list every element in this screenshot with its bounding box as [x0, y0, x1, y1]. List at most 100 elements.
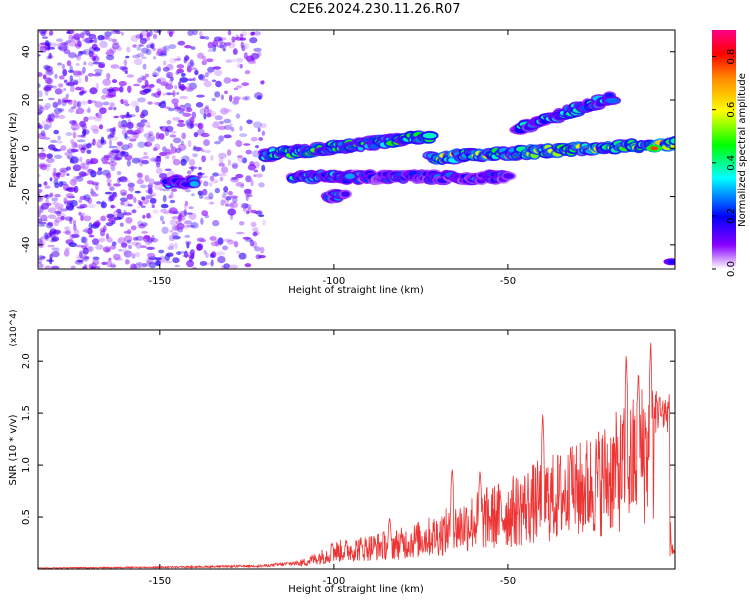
heatmap-cell [143, 132, 152, 138]
heatmap-cell [196, 243, 204, 251]
heatmap-cell [201, 132, 210, 138]
heatmap-cell [163, 260, 173, 264]
heatmap-cell [201, 60, 207, 66]
heatmap-cell [56, 141, 63, 144]
heatmap-cell [68, 108, 75, 113]
heatmap-feature-0 [38, 30, 267, 269]
heatmap-cell [106, 54, 115, 61]
heatmap-cell [227, 239, 235, 245]
heatmap-cell [72, 164, 82, 172]
heatmap-cell [214, 187, 220, 194]
heatmap-cell [82, 123, 87, 128]
heatmap-cell [73, 185, 79, 193]
heatmap-cell [130, 35, 139, 42]
heatmap-cell [167, 246, 174, 250]
heatmap-cell [210, 155, 214, 161]
heatmap-cell [186, 107, 193, 113]
heatmap-cell [129, 114, 136, 118]
heatmap-cell [245, 175, 252, 183]
heatmap-cell [127, 203, 133, 207]
heatmap-feature-5 [285, 169, 359, 185]
heatmap-cell [87, 99, 93, 105]
heatmap-cell [58, 75, 65, 80]
heatmap-cell [77, 40, 82, 48]
heatmap-cell [186, 242, 190, 249]
heatmap-cell [344, 173, 355, 179]
heatmap-cell [151, 157, 158, 162]
heatmap-cell [44, 265, 52, 269]
heatmap-cell [140, 245, 147, 249]
heatmap-cell [38, 197, 43, 200]
heatmap-cell [114, 157, 122, 160]
heatmap-cell [222, 245, 229, 251]
heatmap-cell [177, 40, 186, 46]
heatmap-cell [38, 196, 43, 203]
heatmap-cell [79, 251, 83, 259]
heatmap-cell [40, 214, 48, 221]
heatmap-cell [230, 177, 239, 183]
heatmap-cell [126, 193, 134, 200]
heatmap-cell [185, 86, 194, 91]
heatmap-cell [255, 173, 263, 178]
heatmap-cell [174, 226, 181, 231]
heatmap-feature-3 [422, 135, 675, 166]
heatmap-cell [92, 56, 96, 61]
heatmap-cell [52, 112, 59, 119]
heatmap-cell [234, 36, 244, 41]
heatmap-cell [69, 233, 75, 240]
heatmap-cell [233, 97, 240, 104]
heatmap-cell [108, 152, 115, 157]
heatmap-cell [175, 147, 182, 154]
heatmap-cell [238, 221, 245, 226]
heatmap-cell [241, 203, 249, 209]
heatmap-cell [187, 140, 192, 147]
heatmap-cell [190, 46, 196, 50]
heatmap-cell [252, 231, 258, 237]
heatmap-cell [214, 115, 223, 121]
heatmap-cell [236, 57, 244, 63]
heatmap-cell [96, 201, 102, 205]
heatmap-cell [167, 73, 171, 79]
heatmap-cell [120, 151, 129, 157]
heatmap-cell [97, 34, 105, 41]
heatmap-cell [90, 193, 99, 197]
heatmap-cell [184, 202, 188, 210]
heatmap-y-ticks: -40 -20 0 20 40 [21, 45, 675, 253]
heatmap-cell [63, 79, 68, 84]
heatmap-cell [192, 153, 199, 158]
heatmap-cell [211, 122, 219, 129]
heatmap-cell [235, 182, 245, 187]
heatmap-cell [163, 211, 169, 215]
heatmap-frame [37, 29, 676, 270]
heatmap-cell [177, 143, 187, 151]
heatmap-cell [70, 148, 79, 153]
heatmap-cell [120, 98, 124, 105]
heatmap-cell [137, 141, 146, 148]
heatmap-cell [106, 88, 116, 92]
heatmap-cell [129, 185, 134, 193]
heatmap-cell [45, 77, 52, 85]
heatmap-cell [79, 203, 88, 209]
heatmap-cell [258, 214, 265, 217]
heatmap-cell [178, 111, 185, 114]
heatmap-cell [68, 242, 77, 248]
heatmap-cell [71, 234, 80, 238]
heatmap-cell [253, 169, 259, 173]
heatmap-cell [155, 257, 162, 261]
heatmap-cell [42, 74, 47, 80]
heatmap-cell [116, 171, 122, 176]
heatmap-x-axis-label: Height of straight line (km) [288, 285, 424, 296]
heatmap-cell [99, 40, 108, 49]
heatmap-cell [201, 155, 207, 163]
colorbar-ticks: 0.0 0.2 0.4 0.6 0.8 [712, 49, 737, 277]
heatmap-cell [231, 162, 239, 170]
heatmap-cell [119, 222, 124, 227]
heatmap-cell [152, 209, 159, 214]
heatmap-cell [241, 82, 250, 87]
heatmap-cell [230, 126, 235, 132]
heatmap-cell [94, 37, 98, 44]
heatmap-cell [64, 226, 71, 231]
heatmap-cell [155, 51, 164, 57]
heatmap-cell [72, 219, 77, 226]
heatmap-cell [116, 46, 123, 52]
